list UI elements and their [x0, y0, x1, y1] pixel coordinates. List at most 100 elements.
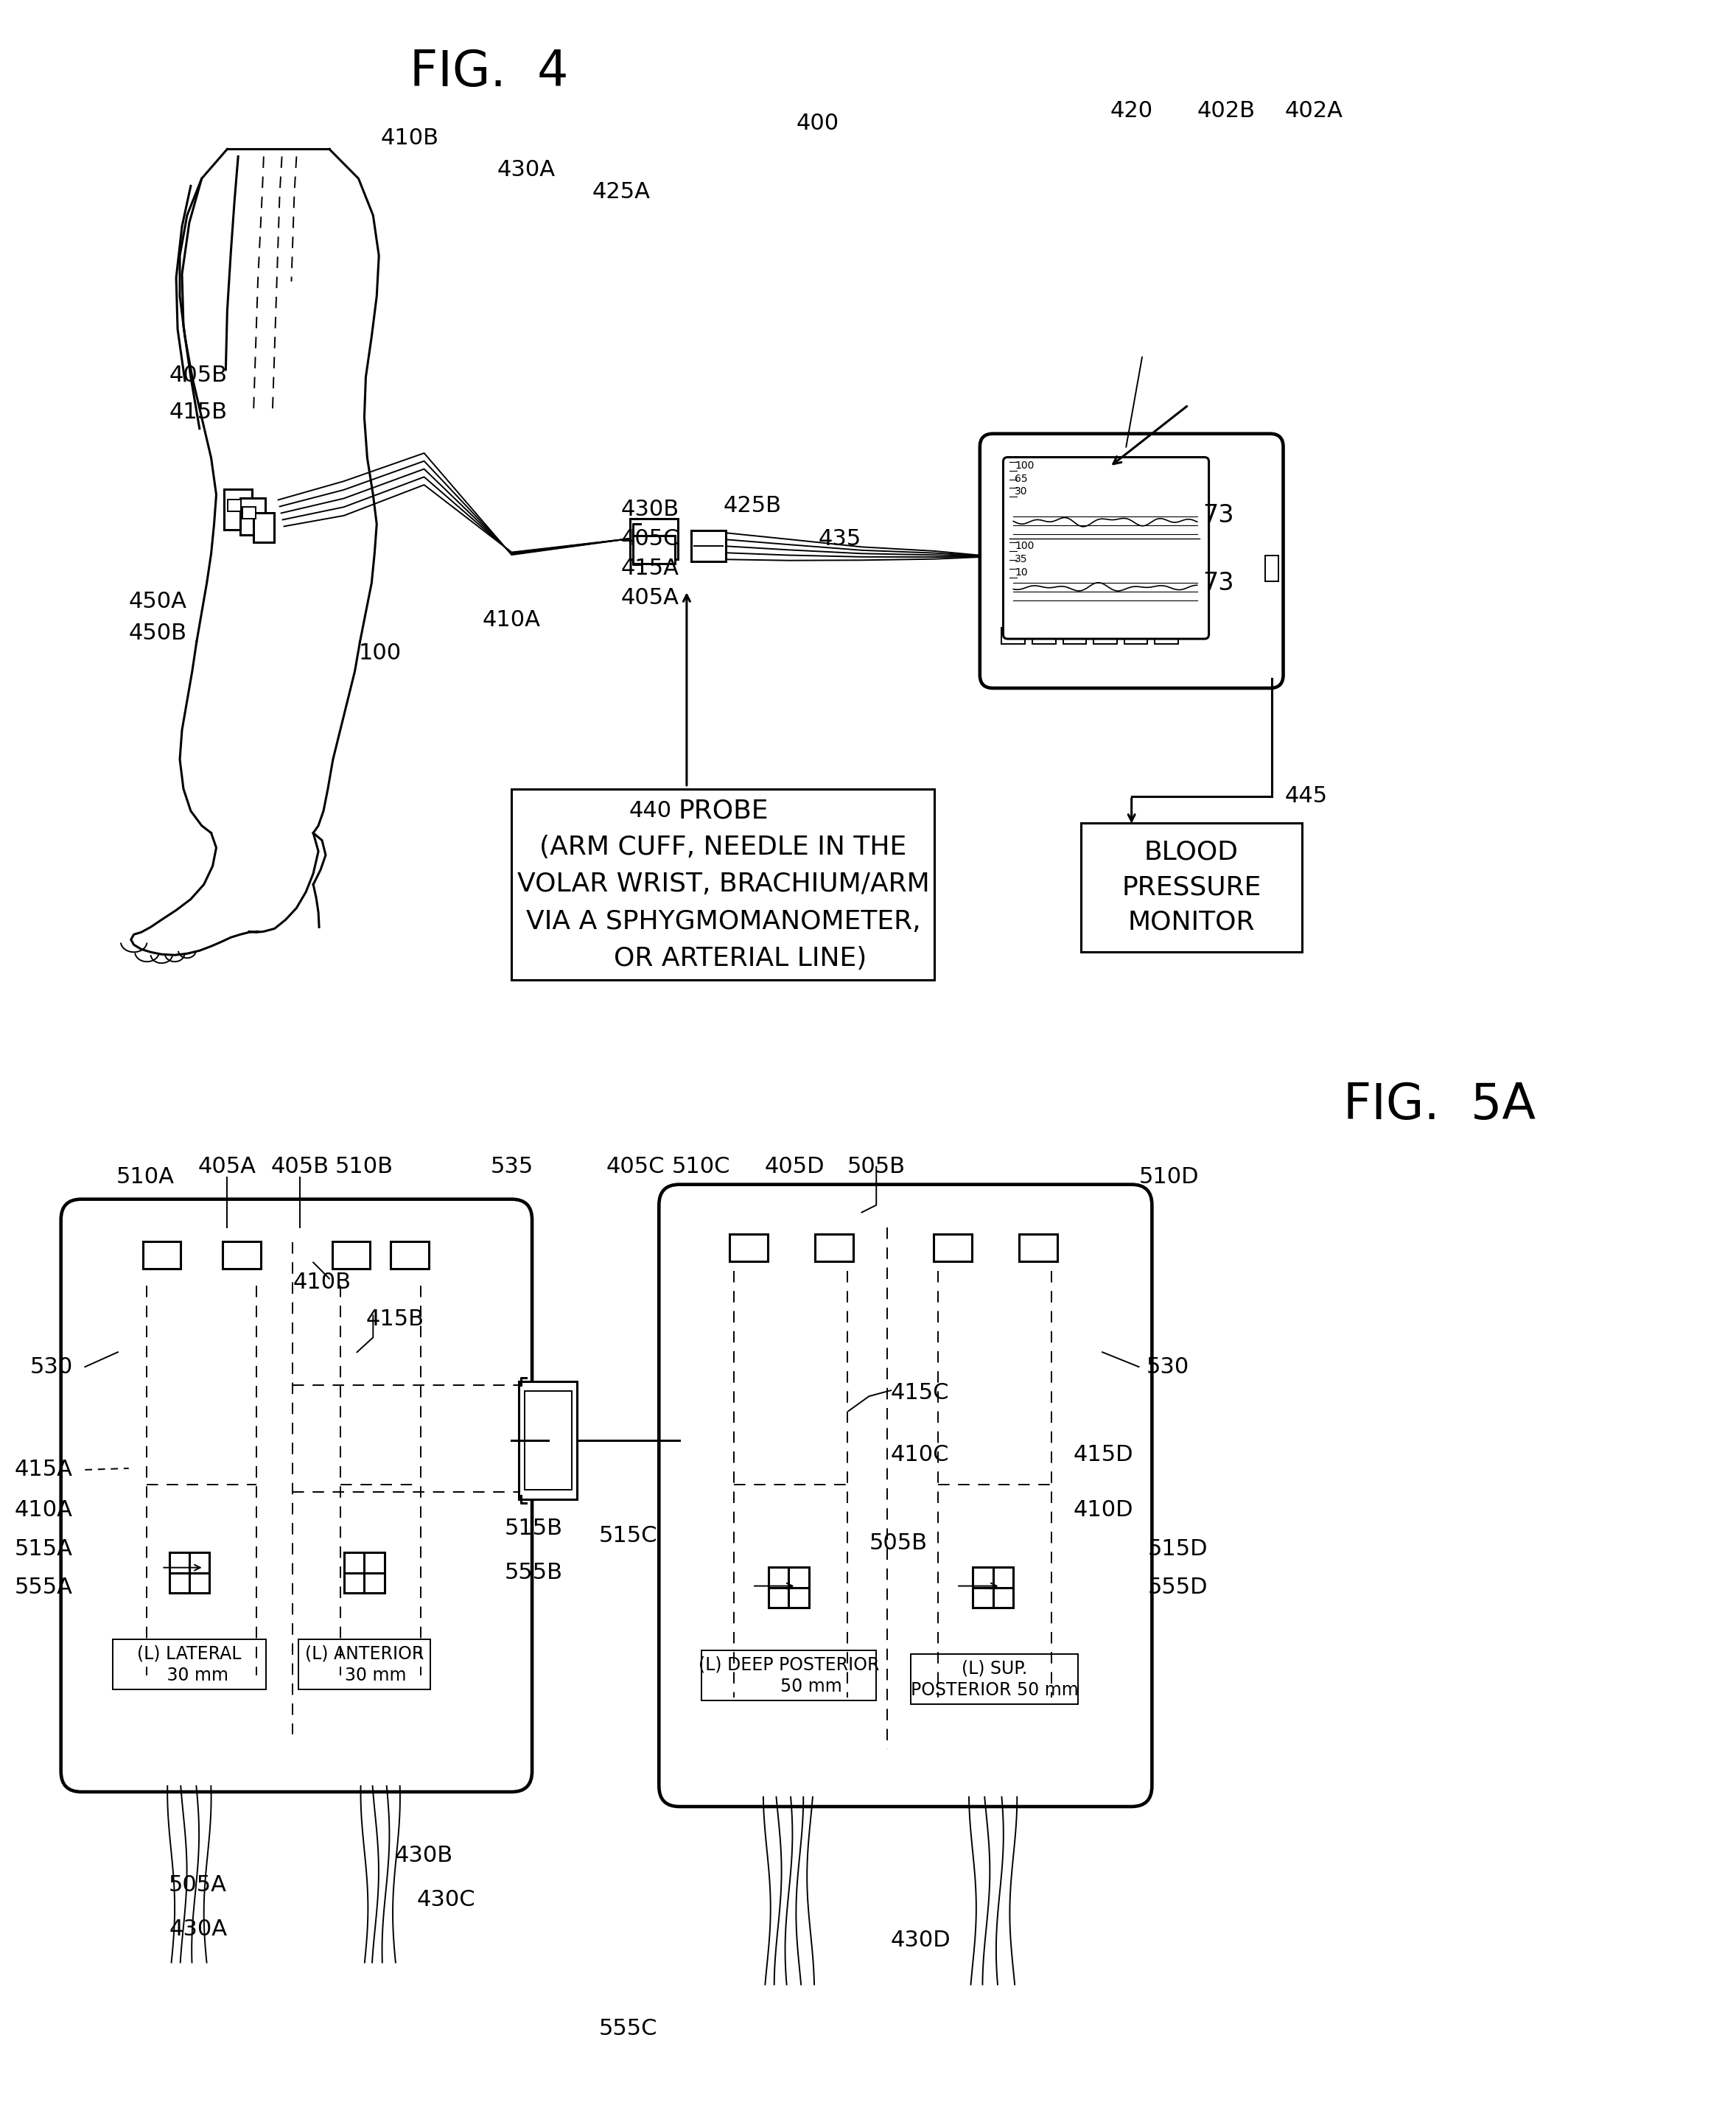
- Text: FIG.  5A: FIG. 5A: [1344, 1081, 1535, 1130]
- Text: 415C: 415C: [891, 1382, 950, 1403]
- Text: 515D: 515D: [1147, 1538, 1208, 1559]
- Bar: [224, 489, 252, 529]
- Text: 515C: 515C: [599, 1526, 658, 1547]
- Text: 415A: 415A: [14, 1460, 73, 1481]
- Text: 510A: 510A: [116, 1166, 175, 1187]
- Text: 510C: 510C: [672, 1155, 731, 1176]
- FancyBboxPatch shape: [1082, 823, 1302, 952]
- Text: 505A: 505A: [168, 1875, 227, 1896]
- Text: 450A: 450A: [128, 590, 187, 612]
- Text: 555D: 555D: [1147, 1576, 1208, 1598]
- Text: PROBE
(ARM CUFF, NEEDLE IN THE
VOLAR WRIST, BRACHIUM/ARM
VIA A SPHYGMOMANOMETER,: PROBE (ARM CUFF, NEEDLE IN THE VOLAR WRI…: [517, 798, 929, 971]
- Text: 430B: 430B: [621, 499, 679, 521]
- Bar: [1154, 628, 1179, 643]
- Text: 445: 445: [1285, 785, 1328, 806]
- Bar: [691, 531, 726, 561]
- Text: 73: 73: [1203, 504, 1234, 527]
- Text: 415B: 415B: [168, 402, 227, 423]
- Text: 405C: 405C: [621, 529, 679, 550]
- Text: 410B: 410B: [293, 1272, 351, 1293]
- Text: 415A: 415A: [621, 559, 679, 580]
- Text: (L) LATERAL
   30 mm: (L) LATERAL 30 mm: [137, 1644, 241, 1684]
- Bar: [243, 508, 255, 518]
- Text: 410A: 410A: [14, 1500, 73, 1521]
- Text: 410B: 410B: [380, 127, 439, 148]
- Text: 555A: 555A: [14, 1576, 73, 1598]
- Text: 65: 65: [1016, 474, 1028, 485]
- FancyBboxPatch shape: [1003, 457, 1208, 639]
- Text: 505B: 505B: [870, 1532, 927, 1553]
- Text: 425B: 425B: [724, 495, 781, 516]
- Bar: [240, 499, 266, 535]
- Bar: [1002, 628, 1024, 643]
- Text: (L) ANTERIOR
    30 mm: (L) ANTERIOR 30 mm: [306, 1644, 424, 1684]
- Text: 73: 73: [1203, 571, 1234, 595]
- Bar: [1125, 628, 1147, 643]
- Bar: [632, 535, 675, 563]
- Text: 10: 10: [1016, 567, 1028, 578]
- Text: 530: 530: [30, 1356, 73, 1378]
- Bar: [253, 512, 274, 542]
- Bar: [168, 1553, 210, 1593]
- Bar: [1019, 1234, 1057, 1261]
- Text: 405A: 405A: [621, 586, 679, 609]
- Text: 430C: 430C: [417, 1890, 476, 1911]
- Text: 530: 530: [1146, 1356, 1189, 1378]
- Text: 515A: 515A: [14, 1538, 73, 1559]
- Text: 100: 100: [1016, 459, 1035, 470]
- Text: BLOOD
PRESSURE
MONITOR: BLOOD PRESSURE MONITOR: [1121, 840, 1260, 935]
- Text: 440: 440: [628, 800, 672, 821]
- Text: FIG.  4: FIG. 4: [410, 47, 568, 95]
- Text: 555B: 555B: [505, 1562, 562, 1583]
- Bar: [519, 1382, 578, 1500]
- FancyBboxPatch shape: [660, 1185, 1153, 1807]
- Text: 405A: 405A: [198, 1155, 257, 1176]
- FancyBboxPatch shape: [61, 1200, 531, 1792]
- Text: 430A: 430A: [168, 1919, 227, 1940]
- Bar: [332, 1242, 370, 1270]
- Bar: [1033, 628, 1055, 643]
- Bar: [911, 1655, 1078, 1703]
- Bar: [1266, 554, 1278, 582]
- Bar: [344, 1553, 384, 1593]
- Bar: [729, 1234, 767, 1261]
- Text: 450B: 450B: [128, 622, 187, 643]
- Text: 405B: 405B: [168, 364, 227, 387]
- Bar: [934, 1234, 972, 1261]
- FancyBboxPatch shape: [979, 434, 1283, 688]
- Text: 425A: 425A: [592, 182, 651, 203]
- Text: 535: 535: [490, 1155, 533, 1176]
- Text: 402B: 402B: [1198, 99, 1255, 121]
- Text: 410A: 410A: [483, 609, 540, 631]
- Text: 35: 35: [1016, 554, 1028, 565]
- Text: 30: 30: [1016, 487, 1028, 497]
- Bar: [814, 1234, 852, 1261]
- Bar: [630, 518, 677, 559]
- Text: 100: 100: [1016, 542, 1035, 552]
- Bar: [524, 1390, 571, 1490]
- Bar: [769, 1568, 809, 1608]
- Text: 415B: 415B: [366, 1308, 424, 1329]
- Text: 402A: 402A: [1285, 99, 1344, 121]
- Text: 510B: 510B: [335, 1155, 394, 1176]
- Bar: [222, 1242, 260, 1270]
- Text: 400: 400: [797, 112, 840, 133]
- Text: 420: 420: [1109, 99, 1153, 121]
- Text: 510D: 510D: [1139, 1166, 1200, 1187]
- Text: (L) SUP.
POSTERIOR 50 mm: (L) SUP. POSTERIOR 50 mm: [911, 1659, 1078, 1699]
- Text: 415D: 415D: [1073, 1445, 1134, 1466]
- Text: 555C: 555C: [599, 2019, 658, 2040]
- Text: 505B: 505B: [847, 1155, 906, 1176]
- Bar: [142, 1242, 181, 1270]
- Bar: [113, 1640, 266, 1691]
- Bar: [972, 1568, 1014, 1608]
- Text: 515B: 515B: [505, 1517, 562, 1538]
- Text: 430B: 430B: [396, 1845, 453, 1866]
- Bar: [299, 1640, 431, 1691]
- Text: 430A: 430A: [496, 159, 556, 180]
- Text: (L) DEEP POSTERIOR
        50 mm: (L) DEEP POSTERIOR 50 mm: [698, 1657, 878, 1695]
- Bar: [1094, 628, 1116, 643]
- Text: 410C: 410C: [891, 1445, 950, 1466]
- Bar: [1062, 628, 1087, 643]
- Bar: [701, 1650, 877, 1701]
